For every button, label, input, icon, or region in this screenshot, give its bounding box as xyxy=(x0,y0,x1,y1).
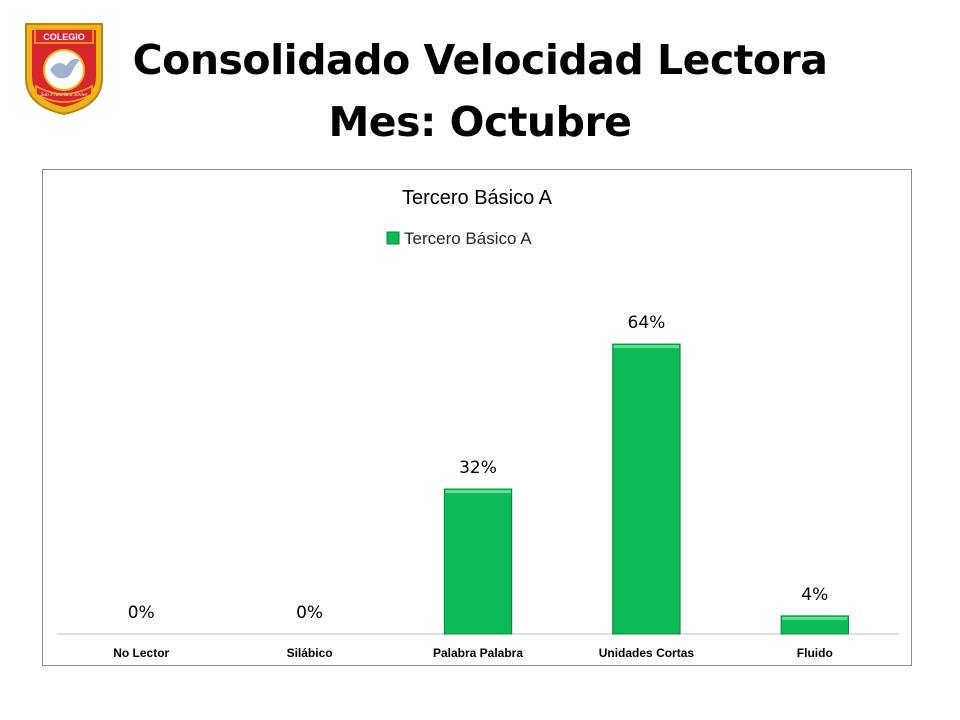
logo-top-text: COLEGIO xyxy=(43,32,85,42)
x-tick-label-0: No Lector xyxy=(113,646,169,660)
page-subtitle: Mes: Octubre xyxy=(328,98,632,146)
dove-icon xyxy=(50,58,80,79)
chart-container: Tercero Básico A Tercero Básico A 0% No L… xyxy=(42,169,912,666)
x-tick-label-3: Unidades Cortas xyxy=(599,646,695,660)
x-tick-label-2: Palabra Palabra xyxy=(433,646,523,660)
bar-highlight-4 xyxy=(782,616,848,620)
x-tick-label-4: Fluido xyxy=(797,646,833,660)
chart-title: Tercero Básico A xyxy=(402,187,553,209)
bar-3 xyxy=(612,343,681,635)
bar-highlight-2 xyxy=(445,490,511,494)
bar-2 xyxy=(443,488,513,635)
logo-ribbon-text: San Francisco Javier xyxy=(40,92,88,98)
bar-highlight-3 xyxy=(613,345,680,349)
x-tick-label-1: Silábico xyxy=(287,646,333,660)
bar-chart: Tercero Básico A Tercero Básico A 0% No L… xyxy=(57,187,899,660)
data-label-4: 4% xyxy=(801,585,828,605)
data-label-0: 0% xyxy=(128,603,155,623)
legend-swatch xyxy=(386,231,400,245)
page-title: Consolidado Velocidad Lectora xyxy=(132,36,828,84)
data-label-1: 0% xyxy=(296,603,323,623)
school-logo: COLEGIO San Francisco Javier xyxy=(25,23,103,116)
bars-group: 0% No Lector 0% Silábico 32% Palabra Palabra 6… xyxy=(113,313,849,660)
bar-4 xyxy=(780,615,849,635)
chart-legend: Tercero Básico A xyxy=(386,229,532,248)
data-label-2: 32% xyxy=(459,458,497,478)
data-label-3: 64% xyxy=(628,313,666,333)
legend-label: Tercero Básico A xyxy=(404,229,532,248)
